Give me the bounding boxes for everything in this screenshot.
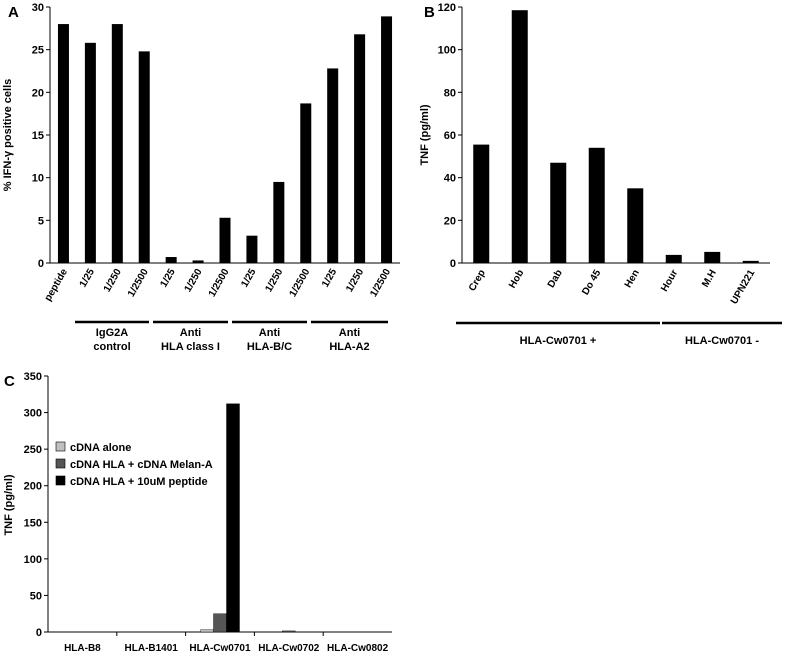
panel-c-legend-swatch bbox=[55, 441, 66, 452]
panel-a-group-label: IgG2A bbox=[96, 327, 128, 339]
panel-c-category-label: HLA-Cw0802 bbox=[327, 643, 389, 654]
panel-a-category-label: 1/250 bbox=[344, 267, 366, 295]
panel-b-y-tick-label: 20 bbox=[444, 215, 456, 227]
panel-c-category-label: HLA-Cw0702 bbox=[258, 643, 320, 654]
panel-a-bar bbox=[246, 235, 258, 263]
panel-c-y-axis-label: TNF (pg/ml) bbox=[3, 474, 15, 535]
panel-c-category-label: HLA-B1401 bbox=[125, 643, 179, 654]
panel-c-category-label: HLA-Cw0701 bbox=[189, 643, 251, 654]
panel-c-bar bbox=[213, 613, 227, 633]
panel-b-bar bbox=[742, 260, 759, 263]
panel-b-category-label: M.H bbox=[700, 268, 719, 289]
panel-a-group-label: control bbox=[93, 341, 130, 353]
panel-a-bar bbox=[381, 16, 393, 263]
panel-b-label: B bbox=[424, 4, 435, 21]
panel-a-category-label: 1/250 bbox=[102, 267, 124, 295]
panel-a-bar bbox=[354, 34, 366, 263]
panel-a-y-tick-label: 30 bbox=[32, 2, 44, 14]
panel-c-legend-label: cDNA HLA + 10uM peptide bbox=[70, 476, 208, 488]
panel-a-category-label: 1/25 bbox=[320, 267, 339, 290]
panel-b-category-label: Do 45 bbox=[580, 268, 603, 297]
panel-c-y-tick-label: 50 bbox=[30, 590, 42, 602]
panel-a-group-label: HLA class I bbox=[161, 341, 220, 353]
panel-a-category-label: 1/250 bbox=[263, 267, 285, 295]
panel-b-bar bbox=[627, 188, 644, 263]
panel-c-y-tick-label: 250 bbox=[24, 444, 42, 456]
panel-a-category-label: 1/25 bbox=[239, 267, 258, 290]
panel-a-bar bbox=[327, 68, 339, 263]
panel-c-y-tick-label: 0 bbox=[36, 627, 42, 639]
panel-a-category-label: 1/2500 bbox=[126, 267, 151, 299]
panel-c-y-tick-label: 350 bbox=[24, 371, 42, 383]
panel-c-legend-label: cDNA alone bbox=[70, 442, 131, 454]
panel-a-y-axis-label: % IFN-γ positive cells bbox=[2, 79, 14, 191]
panel-a-category-label: peptide bbox=[43, 267, 71, 304]
panel-b-category-label: Hob bbox=[507, 268, 526, 290]
panel-b-bar bbox=[704, 251, 721, 263]
panel-c-legend-swatch bbox=[55, 458, 66, 469]
panel-c-bar bbox=[200, 629, 214, 633]
panel-a-category-label: 1/250 bbox=[183, 267, 205, 295]
panel-b-bar bbox=[550, 162, 567, 263]
panel-b-y-tick-label: 120 bbox=[438, 2, 456, 14]
panel-b-bar bbox=[588, 147, 605, 263]
panel-a-y-tick-label: 0 bbox=[38, 258, 44, 270]
panel-b-bar bbox=[665, 254, 682, 263]
panel-c-legend-label: cDNA HLA + cDNA Melan-A bbox=[70, 459, 213, 471]
panel-c-label: C bbox=[4, 373, 15, 390]
panel-a-group-label: HLA-A2 bbox=[329, 341, 369, 353]
panel-a-y-tick-label: 10 bbox=[32, 173, 44, 185]
panel-a-category-label: 1/25 bbox=[158, 267, 177, 290]
panel-c-bar bbox=[226, 403, 240, 633]
panel-c-category-label: HLA-B8 bbox=[64, 643, 101, 654]
panel-b-category-label: Hour bbox=[659, 268, 680, 294]
panel-a-bar bbox=[300, 103, 312, 263]
panel-a-label: A bbox=[8, 4, 19, 21]
panel-b-y-axis-label: TNF (pg/ml) bbox=[419, 104, 431, 165]
panel-b-y-tick-label: 40 bbox=[444, 173, 456, 185]
panel-a-bar bbox=[84, 42, 96, 264]
panel-c-y-tick-label: 300 bbox=[24, 408, 42, 420]
panel-b-group-label: HLA-Cw0701 - bbox=[685, 335, 759, 347]
panel-c-y-tick-label: 200 bbox=[24, 481, 42, 493]
panel-a-category-label: 1/2500 bbox=[207, 267, 232, 299]
panel-a-group-label: Anti bbox=[180, 327, 201, 339]
panel-b-y-tick-label: 100 bbox=[438, 45, 456, 57]
panel-a-bar bbox=[219, 217, 231, 263]
panel-b-bar bbox=[511, 10, 528, 264]
panel-b-y-tick-label: 60 bbox=[444, 130, 456, 142]
panel-a-y-tick-label: 20 bbox=[32, 87, 44, 99]
panel-a-y-tick-label: 25 bbox=[32, 45, 44, 57]
panel-a-group-label: Anti bbox=[339, 327, 360, 339]
panel-a-category-label: 1/2500 bbox=[288, 267, 313, 299]
panel-a-group-label: HLA-B/C bbox=[247, 341, 292, 353]
panel-a-group-label: Anti bbox=[259, 327, 280, 339]
panel-a-bar bbox=[138, 51, 150, 263]
panel-c-y-tick-label: 100 bbox=[24, 554, 42, 566]
panel-b-bar bbox=[473, 144, 490, 263]
panel-b-category-label: Crep bbox=[467, 268, 488, 293]
panel-b-group-label: HLA-Cw0701 + bbox=[520, 335, 597, 347]
panel-a-bar bbox=[273, 181, 285, 263]
panel-b-y-tick-label: 80 bbox=[444, 87, 456, 99]
panel-a-category-label: 1/25 bbox=[78, 267, 97, 290]
panel-a-y-tick-label: 5 bbox=[38, 215, 44, 227]
panel-c-legend-swatch bbox=[55, 475, 66, 486]
panel-a-bar bbox=[57, 24, 69, 263]
panel-b-y-tick-label: 0 bbox=[450, 258, 456, 270]
panel-b-category-label: UPN221 bbox=[729, 268, 758, 307]
panel-c-y-tick-label: 150 bbox=[24, 517, 42, 529]
panel-a-y-tick-label: 15 bbox=[32, 130, 44, 142]
panel-b-category-label: Hen bbox=[623, 268, 642, 290]
panel-a-category-label: 1/2500 bbox=[368, 267, 393, 299]
panel-a-bar bbox=[192, 260, 204, 263]
panel-c-bar bbox=[282, 630, 296, 633]
panel-b-category-label: Dab bbox=[546, 268, 565, 290]
panel-a-bar bbox=[165, 257, 177, 263]
panel-a-bar bbox=[111, 24, 123, 263]
